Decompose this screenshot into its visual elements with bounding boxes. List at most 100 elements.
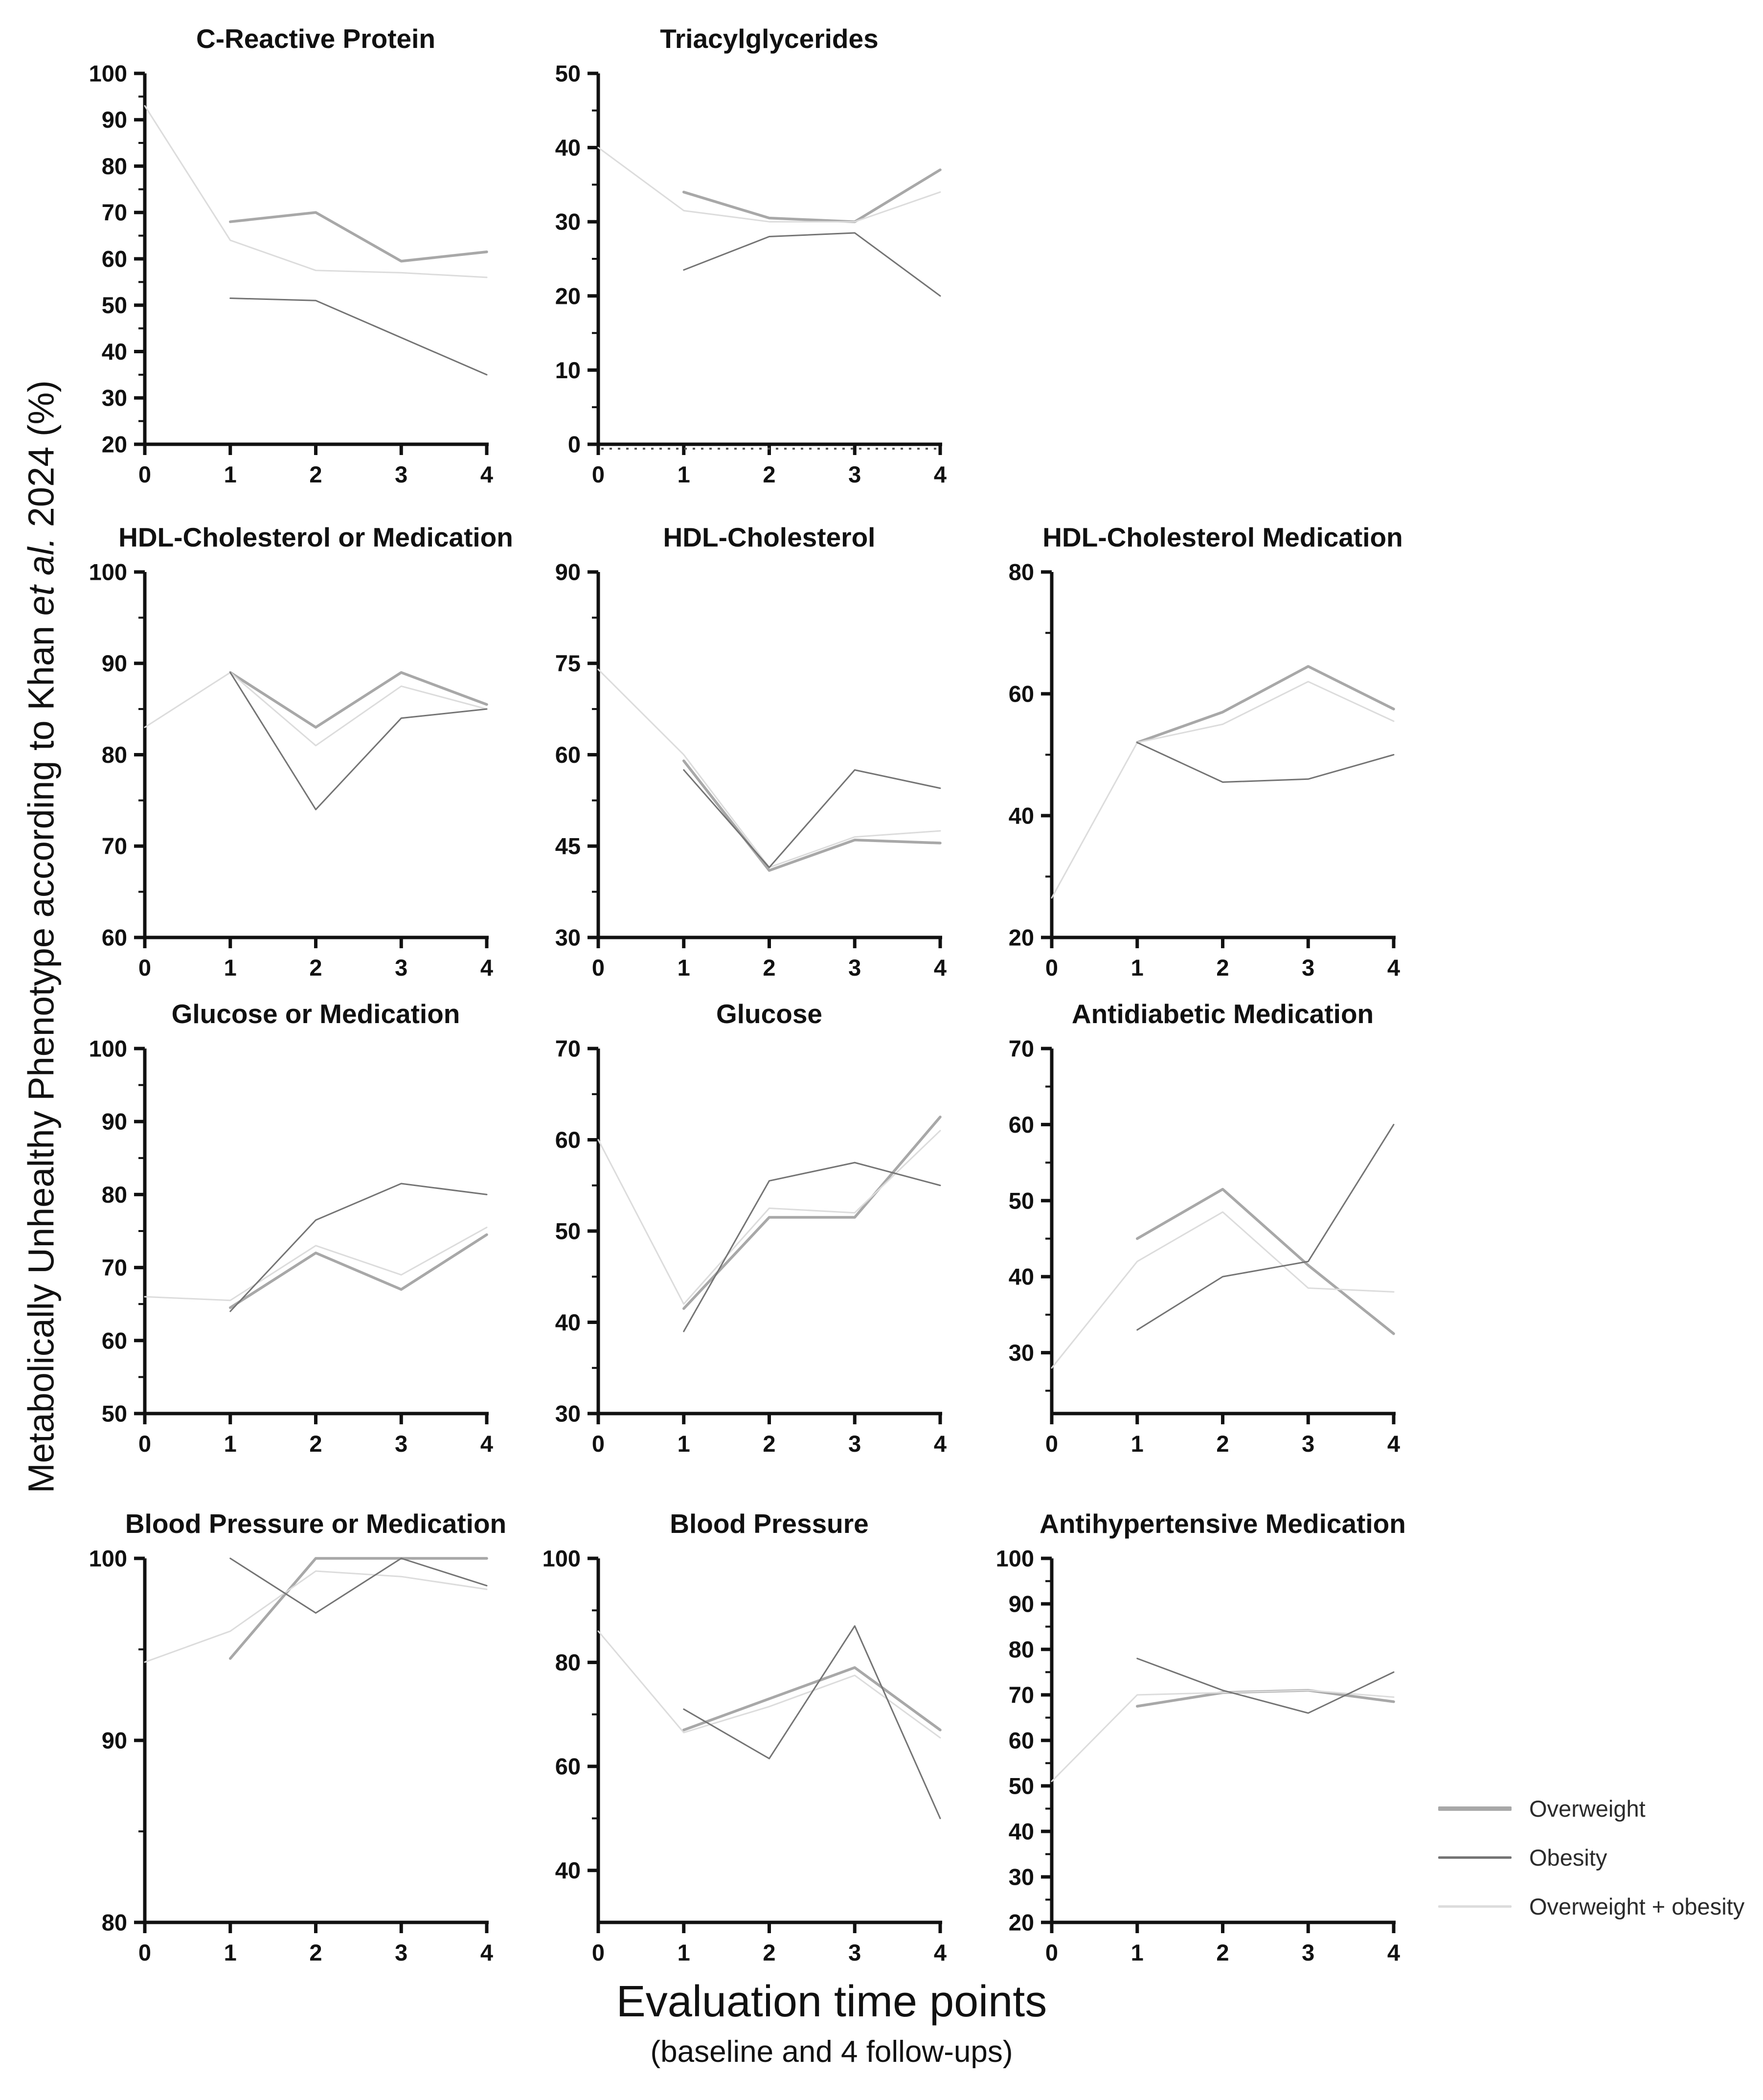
overweight-plus-obesity-line-swatch xyxy=(1438,1905,1512,1908)
series-line-ow_ob-hdl-cholesterol-medication xyxy=(1051,681,1395,899)
y-tick-label: 50 xyxy=(102,292,127,318)
y-tick-label: 60 xyxy=(555,1127,581,1153)
x-tick-label: 3 xyxy=(1302,955,1314,981)
series-line-obesity-blood-pressure-or-medication xyxy=(229,1557,488,1614)
x-tick-label: 1 xyxy=(678,955,690,981)
y-tick-label: 50 xyxy=(1009,1187,1034,1213)
y-tick-label: 90 xyxy=(1009,1591,1034,1617)
y-tick-label: 50 xyxy=(555,1218,581,1244)
legend-item-overweight: Overweight xyxy=(1438,1795,1761,1822)
y-axis-label-part3: 2024 (%) xyxy=(21,380,62,537)
x-tick-label: 3 xyxy=(395,955,407,981)
series-line-obesity-hdl-cholesterol xyxy=(683,769,941,868)
series-line-overweight-triacylglycerides xyxy=(682,168,942,223)
panel-title-blood-pressure-or-medication: Blood Pressure or Medication xyxy=(125,1508,506,1539)
y-tick-label: 100 xyxy=(89,559,127,585)
y-tick-label: 20 xyxy=(555,283,581,309)
x-tick-label: 0 xyxy=(138,1940,151,1965)
x-tick-label: 4 xyxy=(480,461,493,487)
x-tick-label: 2 xyxy=(763,1431,775,1457)
x-tick-label: 1 xyxy=(678,1431,690,1457)
x-tick-label: 4 xyxy=(1387,1940,1400,1965)
y-tick-label: 100 xyxy=(89,1545,127,1571)
panel-blood-pressure-or-medication: Blood Pressure or Medication 80 90 100 0 1 2 3 4 xyxy=(89,1508,507,1965)
x-tick-label: 2 xyxy=(1216,1940,1229,1965)
x-tick-label: 1 xyxy=(1131,955,1144,981)
y-tick-label: 80 xyxy=(1009,559,1034,585)
series-line-obesity-antidiabetic-medication xyxy=(1136,1123,1395,1331)
y-tick-label: 100 xyxy=(89,1035,127,1061)
panel-title-blood-pressure: Blood Pressure xyxy=(670,1508,869,1539)
y-tick-label: 20 xyxy=(1009,1909,1034,1935)
obesity-line-swatch xyxy=(1438,1856,1512,1859)
x-tick-label: 3 xyxy=(848,1940,861,1965)
x-tick-label: 2 xyxy=(309,1940,322,1965)
panel-c-reactive-protein: C-Reactive Protein 20 30 40 50 60 70 80 90 100 0 1 2… xyxy=(89,23,493,487)
y-tick-label: 50 xyxy=(1009,1773,1034,1799)
panel-title-hdl-cholesterol-medication: HDL-Cholesterol Medication xyxy=(1042,522,1402,552)
series-line-ow_ob-antidiabetic-medication xyxy=(1051,1211,1395,1369)
x-tick-label: 0 xyxy=(1045,1431,1058,1457)
y-tick-label: 50 xyxy=(102,1400,127,1426)
y-tick-label: 20 xyxy=(102,431,127,457)
panel-glucose-or-medication: Glucose or Medication 50 60 70 80 90 100 0 1 2 3 4 xyxy=(89,999,493,1457)
y-tick-label: 60 xyxy=(1009,681,1034,707)
y-tick-label: 30 xyxy=(1009,1340,1034,1366)
series-line-overweight-hdl-cholesterol-medication xyxy=(1136,665,1395,744)
series-line-overweight-glucose xyxy=(682,1116,942,1310)
y-tick-label: 60 xyxy=(102,1327,127,1353)
x-tick-label: 2 xyxy=(763,955,775,981)
x-tick-label: 3 xyxy=(395,1431,407,1457)
legend: Overweight Obesity Overweight + obesity xyxy=(1438,1795,1761,1941)
x-tick-label: 4 xyxy=(1387,955,1400,981)
y-tick-label: 70 xyxy=(102,833,127,859)
y-tick-label: 80 xyxy=(555,1649,581,1675)
series-line-ow_ob-glucose xyxy=(597,1130,941,1305)
y-tick-label: 70 xyxy=(555,1035,581,1061)
panel-triacylglycerides: Triacylglycerides 0 10 20 30 40 50 0 1 2 3 4 xyxy=(555,23,947,487)
legend-label-overweight: Overweight xyxy=(1529,1795,1646,1822)
y-tick-label: 80 xyxy=(102,1909,127,1935)
y-tick-label: 40 xyxy=(1009,1818,1034,1844)
panel-title-hdl-cholesterol: HDL-Cholesterol xyxy=(663,522,876,552)
x-tick-label: 1 xyxy=(224,461,237,487)
series-line-ow_ob-glucose-or-medication xyxy=(144,1227,488,1301)
series-line-overweight-hdl-cholesterol xyxy=(682,759,942,872)
legend-item-ow-ob: Overweight + obesity xyxy=(1438,1893,1761,1920)
y-tick-label: 0 xyxy=(568,431,581,457)
x-tick-label: 1 xyxy=(1131,1431,1144,1457)
series-line-ow_ob-hdl-cholesterol-or-medication xyxy=(144,671,488,747)
series-line-obesity-glucose xyxy=(683,1162,941,1332)
panel-hdl-cholesterol-or-medication: HDL-Cholesterol or Medication 60 70 80 90 100… xyxy=(89,522,513,981)
x-tick-label: 0 xyxy=(1045,955,1058,981)
y-tick-label: 70 xyxy=(1009,1035,1034,1061)
y-tick-label: 40 xyxy=(555,1309,581,1335)
y-tick-label: 90 xyxy=(102,1109,127,1135)
x-tick-label: 4 xyxy=(934,1431,947,1457)
y-tick-label: 30 xyxy=(555,924,581,950)
y-tick-label: 60 xyxy=(555,1754,581,1780)
x-tick-label: 3 xyxy=(848,955,861,981)
y-tick-label: 50 xyxy=(555,60,581,86)
panel-title-glucose-or-medication: Glucose or Medication xyxy=(172,999,460,1029)
y-axis-label: Metabolically Unhealthy Phenotype accord… xyxy=(21,291,62,1583)
series-line-ow_ob-antihypertensive-medication xyxy=(1051,1689,1395,1782)
y-tick-label: 40 xyxy=(555,1857,581,1883)
series-line-obesity-antihypertensive-medication xyxy=(1136,1658,1395,1714)
panel-title-triacylglycerides: Triacylglycerides xyxy=(660,23,878,54)
x-tick-label: 3 xyxy=(395,461,407,487)
y-tick-label: 100 xyxy=(89,60,127,86)
legend-label-ow-ob: Overweight + obesity xyxy=(1529,1893,1745,1919)
x-axis-sublabel: (baseline and 4 follow-ups) xyxy=(650,2035,1013,2069)
x-tick-label: 2 xyxy=(309,955,322,981)
series-line-obesity-hdl-cholesterol-medication xyxy=(1136,742,1395,783)
series-line-ow_ob-blood-pressure xyxy=(597,1630,941,1739)
x-tick-label: 3 xyxy=(1302,1940,1314,1965)
panel-blood-pressure: Blood Pressure 40 60 80 100 0 1 2 3 4 xyxy=(542,1508,947,1965)
series-line-overweight-blood-pressure xyxy=(682,1666,942,1732)
series-line-obesity-glucose-or-medication xyxy=(229,1183,488,1312)
y-tick-label: 30 xyxy=(555,209,581,235)
x-tick-label: 1 xyxy=(224,1431,237,1457)
x-tick-label: 4 xyxy=(480,1431,493,1457)
